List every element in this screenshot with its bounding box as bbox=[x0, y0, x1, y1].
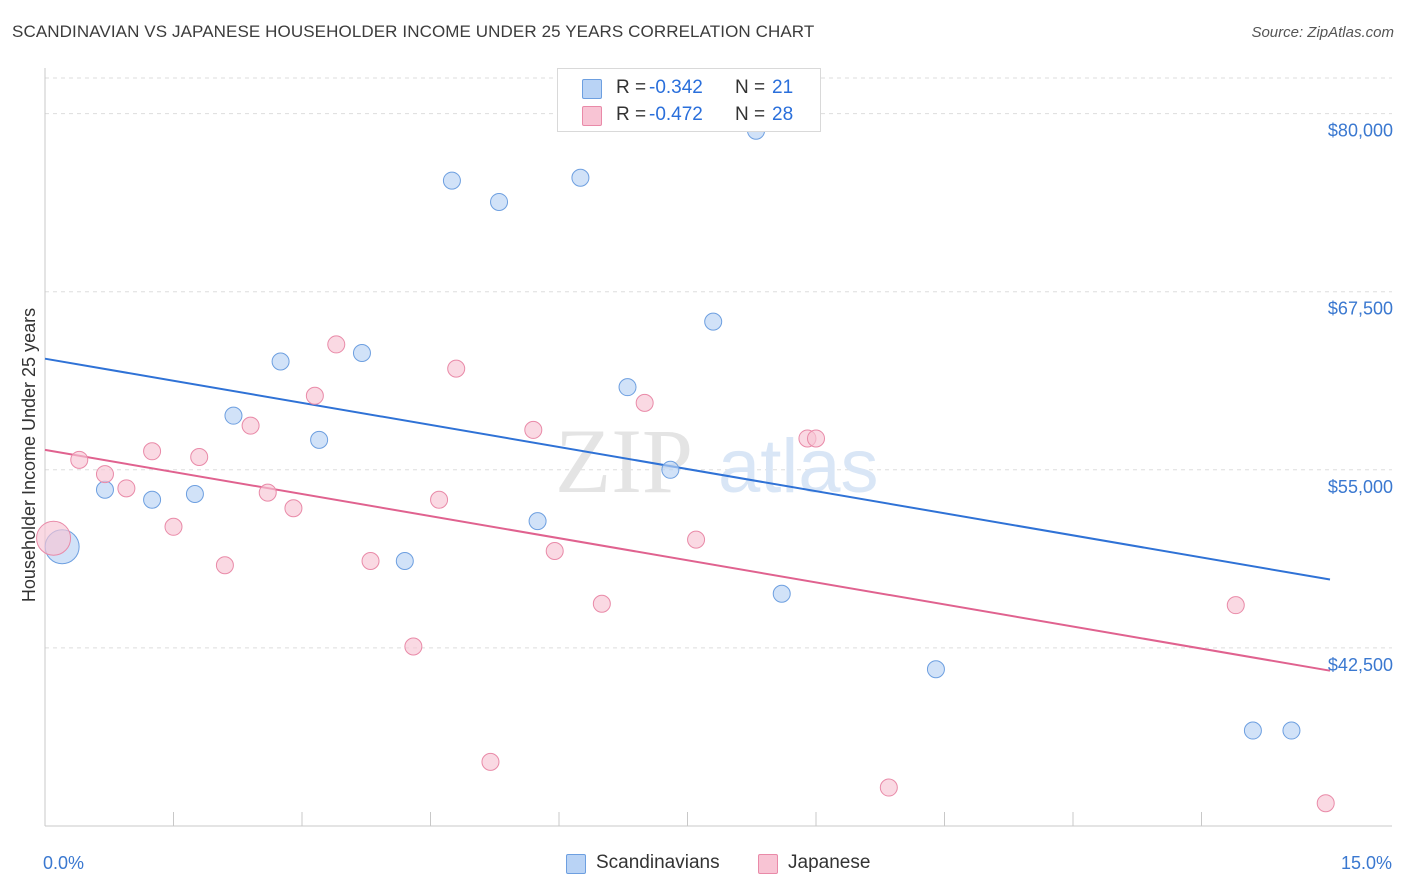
legend-n-label: N = bbox=[735, 77, 766, 98]
scandinavian-point bbox=[395, 551, 414, 570]
watermark-zip: ZIP bbox=[555, 410, 693, 512]
source-label: Source: ZipAtlas.com bbox=[1251, 24, 1394, 41]
grid-layer bbox=[45, 77, 1392, 649]
scandinavian-trend-line bbox=[44, 357, 1331, 581]
legend-n-label: N = bbox=[735, 104, 766, 125]
japanese-point bbox=[635, 393, 654, 412]
japanese-point bbox=[592, 594, 611, 613]
japanese-point bbox=[524, 420, 543, 439]
legend-swatch-pink bbox=[582, 106, 602, 126]
japanese-point bbox=[807, 429, 825, 448]
y-tick-label: $55,000 bbox=[1328, 477, 1393, 497]
legend-label: Japanese bbox=[788, 852, 871, 873]
japanese-point bbox=[404, 637, 423, 656]
legend-swatch-blue bbox=[566, 854, 586, 874]
scandinavian-point bbox=[926, 660, 945, 679]
legend-r-label: R = bbox=[616, 104, 647, 125]
scandinavian-point bbox=[618, 378, 637, 397]
x-tick-label: 0.0% bbox=[43, 853, 84, 873]
y-tick-label: $42,500 bbox=[1328, 655, 1393, 675]
legend-r-label: R = bbox=[616, 77, 647, 98]
y-axis-label: Householder Income Under 25 years bbox=[19, 308, 39, 602]
japanese-point bbox=[190, 447, 209, 466]
scandinavian-point bbox=[490, 192, 509, 211]
trend-layer bbox=[44, 357, 1331, 672]
japanese-point bbox=[361, 551, 380, 570]
japanese-point bbox=[1226, 596, 1245, 615]
japanese-point bbox=[879, 778, 898, 797]
japanese-point bbox=[545, 542, 564, 561]
scandinavian-point bbox=[571, 168, 590, 187]
scandinavian-point bbox=[271, 352, 290, 371]
japanese-point bbox=[95, 465, 114, 484]
japanese-point bbox=[164, 517, 183, 536]
correlation-legend: R = -0.342 N = 21 R = -0.472 N = 28 bbox=[557, 68, 821, 132]
japanese-point bbox=[447, 359, 466, 378]
label-layer: $80,000 $67,500 $55,000 $42,500 0.0% 15.0% Hou… bbox=[19, 121, 1393, 873]
japanese-point bbox=[481, 752, 500, 771]
scandinavian-point bbox=[310, 430, 329, 449]
japanese-point bbox=[430, 490, 449, 509]
japanese-point bbox=[327, 335, 346, 354]
legend-swatch-blue bbox=[582, 79, 602, 99]
axis-layer bbox=[44, 68, 1392, 827]
japanese-point bbox=[36, 520, 72, 556]
japanese-point bbox=[70, 450, 89, 469]
japanese-point bbox=[687, 530, 706, 549]
japanese-point bbox=[305, 386, 324, 405]
legend-label: Scandinavians bbox=[596, 852, 720, 873]
japanese-point bbox=[215, 556, 234, 575]
legend-n-value: 28 bbox=[772, 104, 794, 125]
japanese-trend-line bbox=[44, 448, 1331, 672]
japanese-point bbox=[284, 499, 303, 518]
scandinavian-point bbox=[224, 406, 243, 425]
y-tick-label: $67,500 bbox=[1328, 299, 1393, 319]
legend-r-value: -0.472 bbox=[649, 104, 703, 125]
point-layer bbox=[36, 121, 1335, 813]
scandinavian-point bbox=[95, 480, 114, 499]
x-tick-label: 15.0% bbox=[1341, 853, 1392, 873]
scandinavian-point bbox=[185, 485, 204, 504]
legend-n-value: 21 bbox=[772, 77, 794, 98]
scandinavian-point bbox=[352, 343, 371, 362]
legend-swatch-pink bbox=[758, 854, 778, 874]
y-tick-label: $80,000 bbox=[1328, 121, 1393, 141]
scandinavian-point bbox=[772, 584, 791, 603]
japanese-point bbox=[241, 416, 260, 435]
chart-title: SCANDINAVIAN VS JAPANESE HOUSEHOLDER INC… bbox=[12, 22, 815, 41]
japanese-point bbox=[117, 479, 136, 498]
scandinavian-point bbox=[661, 460, 680, 479]
japanese-point bbox=[143, 442, 162, 461]
scandinavian-point bbox=[704, 312, 723, 331]
scandinavian-point bbox=[528, 512, 547, 531]
watermark: ZIP atlas bbox=[555, 410, 879, 512]
scandinavian-point bbox=[1243, 721, 1262, 740]
legend-r-value: -0.342 bbox=[649, 77, 703, 98]
scandinavian-point bbox=[1282, 721, 1301, 740]
japanese-point bbox=[1316, 794, 1335, 813]
scandinavian-point bbox=[442, 171, 461, 190]
japanese-point bbox=[258, 483, 277, 502]
watermark-atlas: atlas bbox=[718, 424, 879, 509]
scandinavian-point bbox=[143, 490, 162, 509]
